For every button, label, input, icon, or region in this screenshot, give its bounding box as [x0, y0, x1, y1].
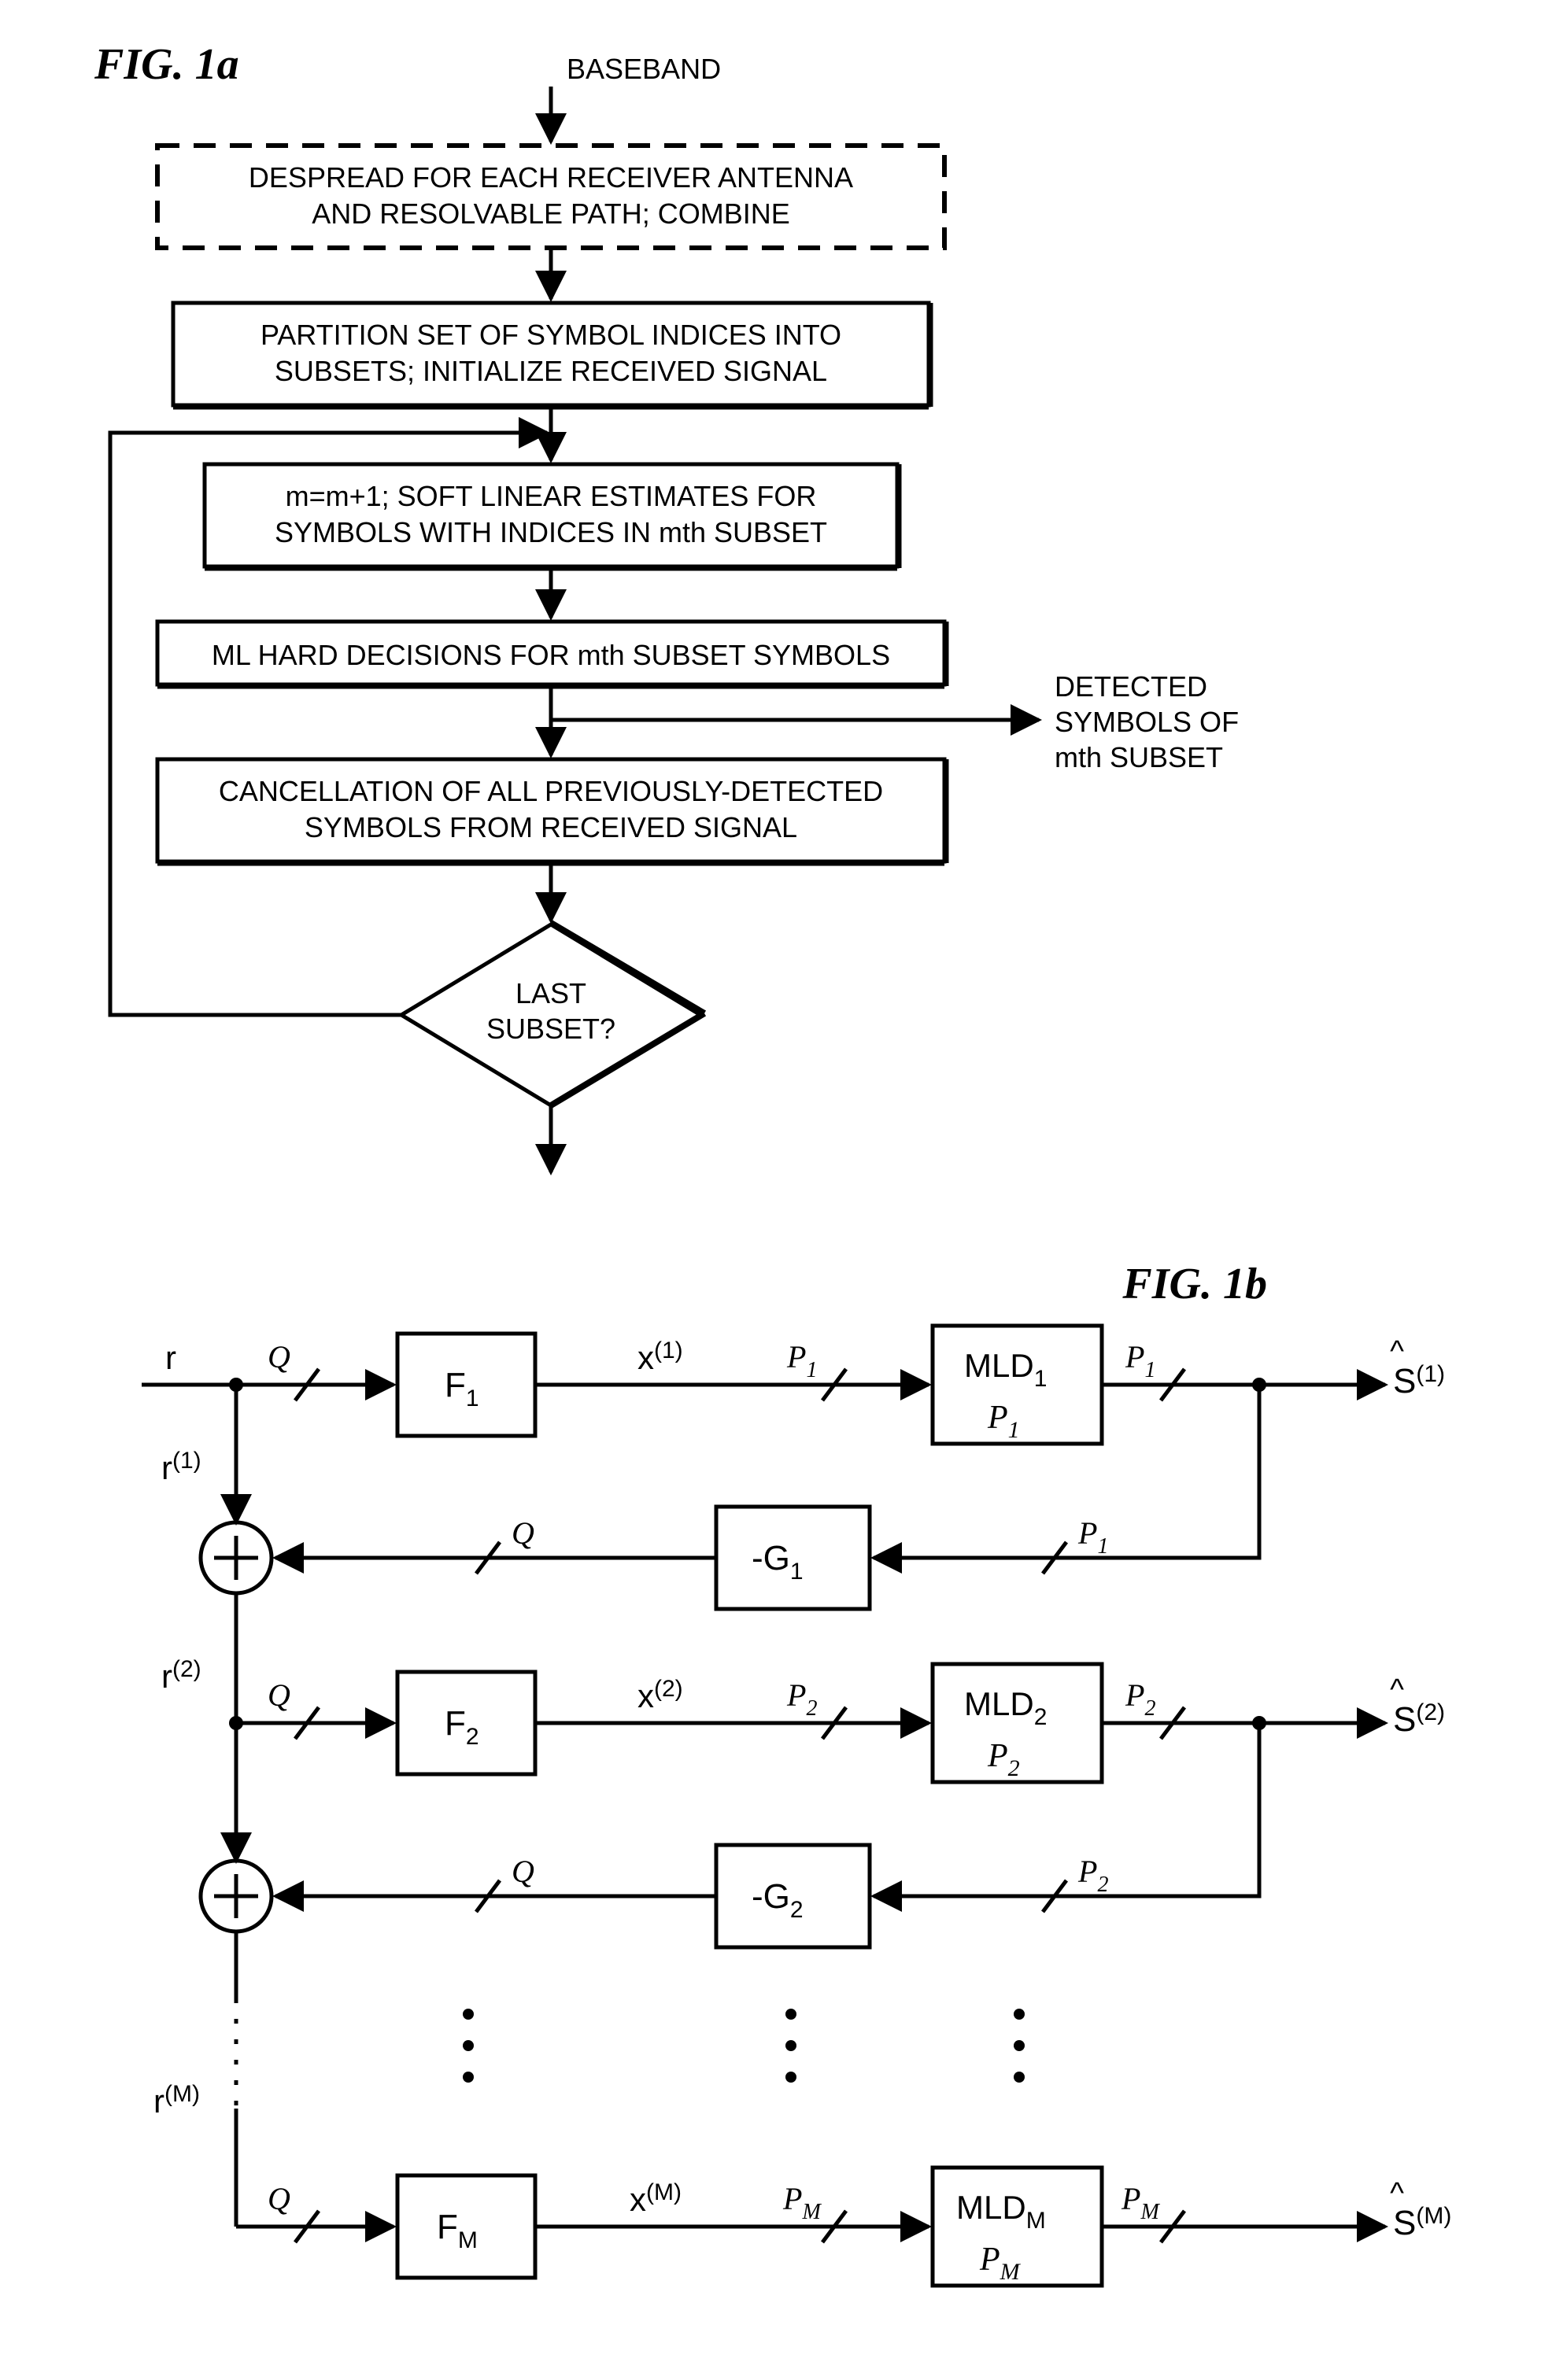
box-F1	[397, 1334, 535, 1436]
box-partition-l1: PARTITION SET OF SYMBOL INDICES INTO	[261, 319, 841, 351]
box-cancel-l1: CANCELLATION OF ALL PREVIOUSLY-DETECTED	[219, 775, 883, 807]
G1-label: -G1	[752, 1539, 804, 1585]
box-partition-l2: SUBSETS; INITIALIZE RECEIVED SIGNAL	[275, 355, 827, 387]
label-Q-1: Q	[268, 1339, 290, 1374]
label-P2-b: P2	[1125, 1677, 1155, 1721]
FM-label: FM	[437, 2208, 478, 2253]
box-ml-text: ML HARD DECISIONS FOR mth SUBSET SYMBOLS	[212, 639, 890, 671]
output-l3: mth SUBSET	[1055, 741, 1223, 773]
label-Q-2: Q	[268, 1677, 290, 1713]
MLDM-l1: MLDM	[956, 2189, 1046, 2234]
MLD2-l1: MLD2	[964, 1685, 1047, 1730]
box-FM	[397, 2175, 535, 2278]
F1-label: F1	[445, 1366, 479, 1411]
G2-label: -G2	[752, 1877, 804, 1923]
label-r2: r(2)	[161, 1656, 201, 1695]
label-x1: x(1)	[637, 1338, 683, 1376]
box-despread-l1: DESPREAD FOR EACH RECEIVER ANTENNA	[249, 161, 853, 194]
decision-l2: SUBSET?	[486, 1013, 615, 1045]
label-P2-a: P2	[786, 1677, 817, 1721]
box-despread-l2: AND RESOLVABLE PATH; COMBINE	[312, 197, 789, 230]
box-F2	[397, 1672, 535, 1774]
box-cancel-l2: SYMBOLS FROM RECEIVED SIGNAL	[305, 811, 797, 843]
fig1b-diagram: r Q F1 x(1) P1 MLD1 P1 P1 ^ S(1) P1	[31, 1259, 1527, 2345]
label-P2-c: P2	[1077, 1854, 1108, 1897]
F2-label: F2	[445, 1704, 479, 1750]
label-x2: x(2)	[637, 1676, 683, 1714]
label-P1-a: P1	[786, 1339, 817, 1382]
MLD1-l1: MLD1	[964, 1347, 1047, 1392]
label-SM: S(M)	[1393, 2203, 1451, 2242]
box-soft-l2: SYMBOLS WITH INDICES IN mth SUBSET	[275, 516, 827, 548]
decision-l1: LAST	[515, 977, 586, 1009]
MLD2-l2: P2	[987, 1738, 1020, 1781]
label-P1-b: P1	[1125, 1339, 1155, 1382]
label-r1: r(1)	[161, 1448, 201, 1486]
label-Q-fb2: Q	[512, 1854, 534, 1889]
fig1a-diagram: BASEBAND DESPREAD FOR EACH RECEIVER ANTE…	[31, 31, 1527, 1227]
fig1a-label: FIG. 1a	[94, 39, 239, 90]
MLD1-l2: P1	[987, 1400, 1020, 1443]
label-Q-M: Q	[268, 2181, 290, 2216]
output-l1: DETECTED	[1055, 670, 1207, 703]
box-soft-l1: m=m+1; SOFT LINEAR ESTIMATES FOR	[286, 480, 817, 512]
label-PM-b: PM	[1121, 2181, 1160, 2224]
label-PM-a: PM	[782, 2181, 822, 2224]
label-P1-c: P1	[1077, 1515, 1108, 1559]
label-r: r	[165, 1339, 176, 1376]
output-l2: SYMBOLS OF	[1055, 706, 1239, 738]
box-G1	[716, 1507, 870, 1609]
fig1b-label: FIG. 1b	[1122, 1259, 1267, 1309]
label-S2: S(2)	[1393, 1699, 1445, 1739]
MLDM-l2: PM	[979, 2242, 1022, 2285]
label-Q-fb1: Q	[512, 1515, 534, 1551]
box-G2	[716, 1845, 870, 1947]
label-xM: x(M)	[630, 2179, 682, 2218]
baseband-label: BASEBAND	[567, 53, 721, 85]
label-rM: r(M)	[153, 2081, 200, 2120]
label-S1: S(1)	[1393, 1361, 1445, 1400]
